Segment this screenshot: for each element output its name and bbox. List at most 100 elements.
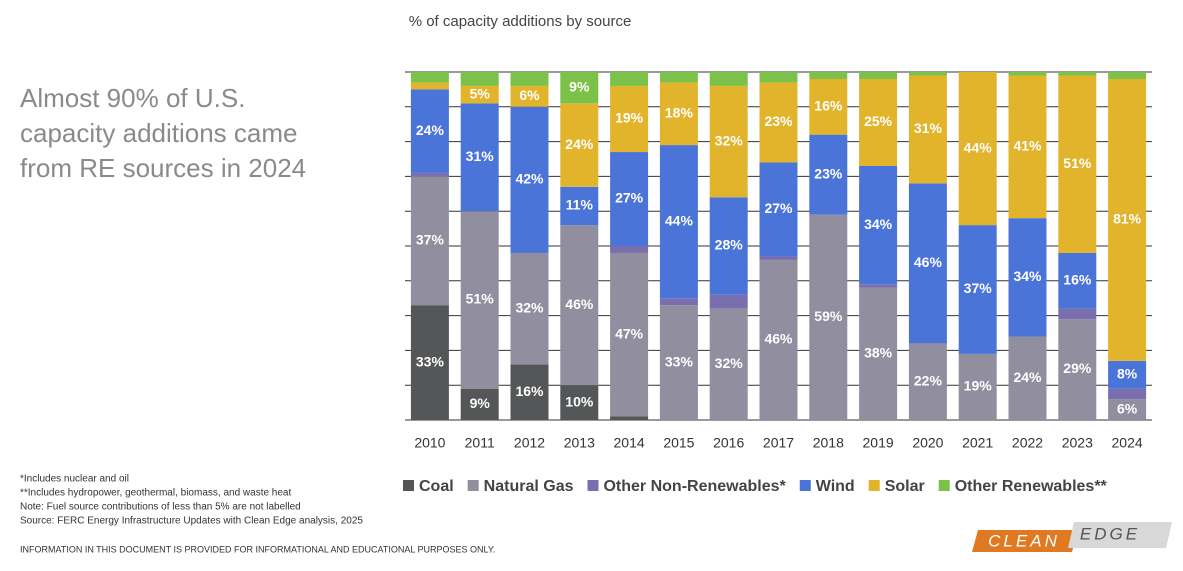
- logo-text: EDGE: [1080, 524, 1140, 543]
- data-label: 16%: [814, 98, 843, 114]
- x-tick-label: 2017: [763, 435, 794, 451]
- bar-segment: [610, 246, 649, 253]
- bar-segment: [610, 72, 649, 86]
- bar-segment: [1008, 72, 1047, 76]
- x-tick-label: 2022: [1012, 435, 1043, 451]
- bar-segment: [460, 388, 499, 420]
- legend-label: Solar: [885, 478, 925, 495]
- legend-swatch: [799, 480, 811, 491]
- data-label: 81%: [1113, 211, 1142, 227]
- bar-segment: [460, 72, 499, 86]
- x-tick-label: 2018: [813, 435, 844, 451]
- data-label: 42%: [515, 171, 544, 187]
- data-label: 22%: [914, 372, 943, 388]
- x-tick-label: 2010: [414, 435, 445, 451]
- bar-segment: [709, 308, 748, 420]
- bar-segment: [610, 85, 649, 153]
- bar-segment: [460, 103, 499, 212]
- bar-segment: [759, 256, 798, 260]
- bar-segment: [560, 103, 599, 187]
- data-label: 19%: [964, 378, 993, 394]
- legend-label: Wind: [816, 478, 855, 495]
- data-label: 8%: [1117, 365, 1138, 381]
- data-label: 51%: [1063, 155, 1092, 171]
- bar-segment: [410, 82, 449, 90]
- bar-segment: [908, 75, 947, 184]
- data-label: 37%: [964, 280, 993, 296]
- bar-segment: [908, 183, 947, 344]
- bar-segment: [659, 145, 698, 299]
- data-label: 32%: [515, 299, 544, 315]
- bar-segment: [659, 72, 698, 83]
- data-label: 31%: [466, 148, 495, 164]
- bar-segment: [510, 72, 549, 86]
- data-label: 28%: [715, 237, 744, 253]
- data-label: 41%: [1013, 138, 1042, 154]
- legend-swatch: [587, 480, 599, 491]
- bar-segment: [1058, 252, 1097, 309]
- bar-segment: [510, 106, 549, 253]
- bar-segment: [659, 298, 698, 306]
- data-label: 23%: [764, 113, 793, 129]
- bar-segment: [908, 343, 947, 420]
- bar-segment: [859, 287, 898, 420]
- bar-segment: [859, 165, 898, 285]
- bar-segment: [1108, 399, 1147, 420]
- x-tick-label: 2016: [713, 435, 744, 451]
- x-tick-label: 2014: [614, 435, 645, 451]
- bar-segment: [560, 225, 599, 386]
- bar-segment: [610, 416, 649, 420]
- note: Note: Fuel source contributions of less …: [20, 502, 301, 513]
- bar-segment: [759, 259, 798, 420]
- bar-segment: [410, 72, 449, 83]
- logo-shape: [1068, 522, 1172, 548]
- headline: capacity additions came: [20, 118, 297, 148]
- data-label: 6%: [519, 87, 540, 103]
- data-label: 33%: [665, 353, 694, 369]
- bar-segment: [510, 85, 549, 107]
- bar-segment: [1058, 308, 1097, 320]
- bar-segment: [1008, 75, 1047, 219]
- bar-segment: [410, 172, 449, 177]
- data-label: 24%: [416, 122, 445, 138]
- bar-segment: [759, 82, 798, 163]
- note: **Includes hydropower, geothermal, bioma…: [20, 488, 291, 499]
- data-label: 6%: [1117, 400, 1138, 416]
- data-label: 32%: [715, 355, 744, 371]
- data-label: 47%: [615, 325, 644, 341]
- data-label: 34%: [864, 216, 893, 232]
- data-label: 34%: [1013, 268, 1042, 284]
- bar-segment: [1108, 388, 1147, 400]
- legend-label: Other Renewables**: [955, 478, 1108, 495]
- bar-segment: [1058, 75, 1097, 253]
- data-label: 11%: [566, 197, 594, 213]
- x-tick-label: 2015: [663, 435, 694, 451]
- bar-segment: [958, 225, 997, 354]
- bar-segment: [410, 176, 449, 306]
- data-label: 16%: [515, 383, 544, 399]
- headline: from RE sources in 2024: [20, 153, 306, 183]
- bar-segment: [908, 72, 947, 76]
- bar-segment: [659, 305, 698, 420]
- data-label: 46%: [914, 254, 943, 270]
- data-label: 46%: [565, 296, 594, 312]
- bar-segment: [560, 186, 599, 226]
- bar-segment: [460, 211, 499, 389]
- data-label: 27%: [615, 190, 644, 206]
- data-label: 24%: [1013, 369, 1042, 385]
- bar-segment: [859, 284, 898, 288]
- data-label: 10%: [565, 393, 594, 409]
- bar-segment: [759, 162, 798, 257]
- bar-segment: [410, 89, 449, 173]
- legend-swatch: [403, 480, 414, 491]
- legend-swatch: [938, 480, 950, 491]
- data-label: 51%: [466, 291, 495, 307]
- bar-segment: [510, 364, 549, 420]
- bar-segment: [709, 85, 748, 198]
- data-label: 23%: [814, 165, 843, 181]
- data-label: 27%: [764, 200, 793, 216]
- x-tick-label: 2012: [514, 435, 545, 451]
- legend-swatch: [467, 480, 479, 491]
